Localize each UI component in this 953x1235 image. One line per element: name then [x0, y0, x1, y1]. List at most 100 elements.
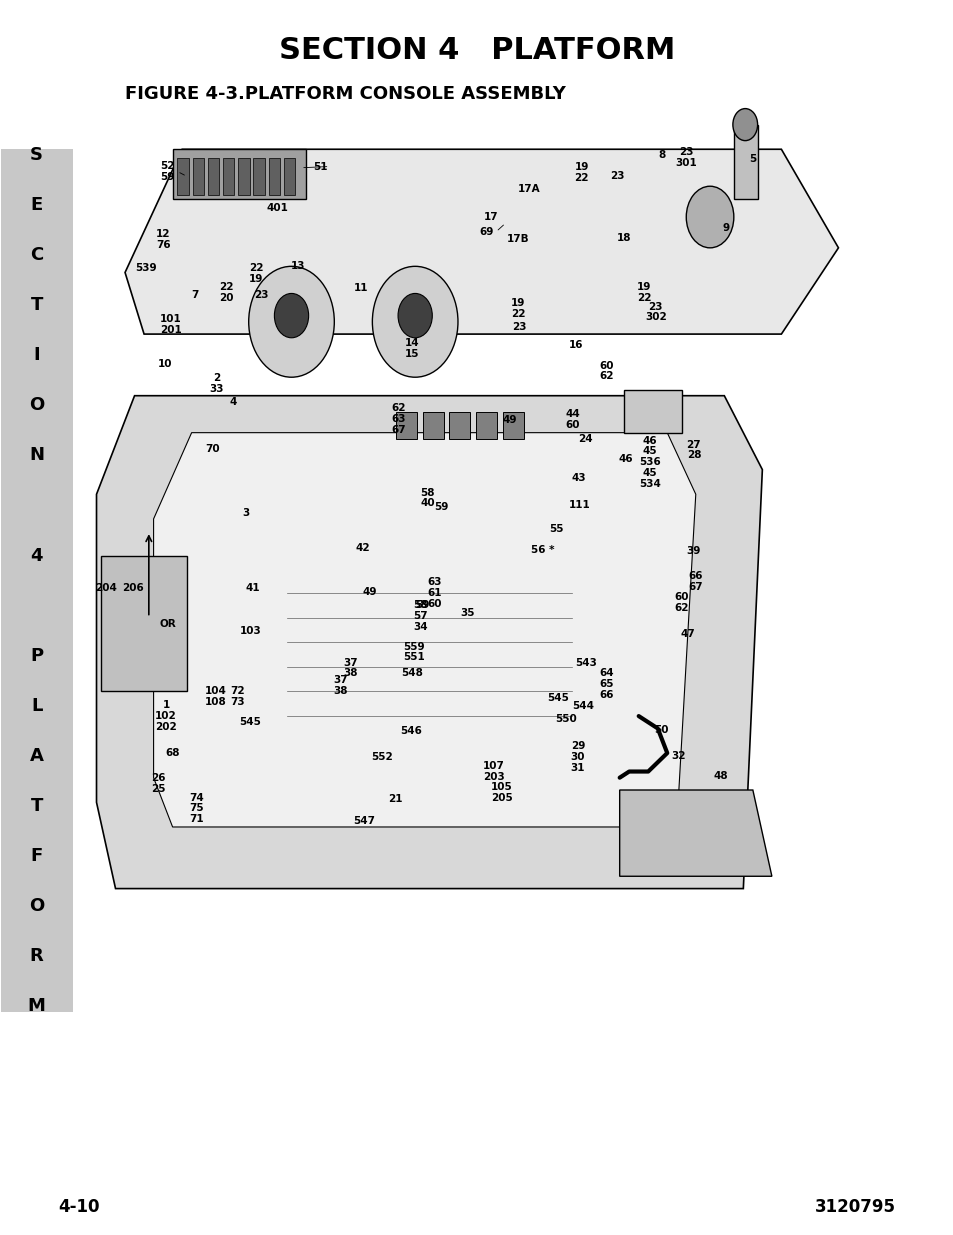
Text: 63
61
60: 63 61 60 — [427, 577, 441, 609]
Text: E: E — [30, 196, 43, 215]
Text: 8: 8 — [658, 151, 664, 161]
Text: 32: 32 — [671, 751, 685, 761]
Bar — [502, 411, 523, 438]
Text: 35: 35 — [459, 608, 475, 618]
Text: 18: 18 — [617, 233, 631, 243]
Text: 550: 550 — [555, 714, 577, 724]
Bar — [395, 411, 416, 438]
Text: 7: 7 — [191, 290, 198, 300]
Text: 19
22: 19 22 — [574, 162, 588, 183]
Text: 17: 17 — [483, 212, 498, 222]
Text: 58
40: 58 40 — [419, 488, 435, 509]
Text: 552: 552 — [371, 752, 393, 762]
Text: 5: 5 — [748, 154, 756, 164]
Text: 68: 68 — [165, 748, 180, 758]
Text: 23
301: 23 301 — [675, 147, 697, 168]
Text: 21: 21 — [388, 794, 402, 804]
Circle shape — [732, 109, 757, 141]
Text: 23: 23 — [512, 321, 526, 332]
Text: 4: 4 — [30, 547, 43, 564]
Text: SECTION 4   PLATFORM: SECTION 4 PLATFORM — [278, 36, 675, 65]
Text: 111: 111 — [568, 500, 590, 510]
Text: 19
22: 19 22 — [510, 298, 524, 319]
Text: 547: 547 — [353, 816, 375, 826]
Text: 55: 55 — [549, 524, 563, 534]
Text: 204: 204 — [95, 583, 117, 593]
Text: 56 *: 56 * — [530, 545, 554, 555]
Text: 206: 206 — [122, 583, 143, 593]
Text: 23: 23 — [253, 290, 268, 300]
Bar — [284, 158, 295, 195]
Text: 26
25: 26 25 — [151, 773, 166, 794]
Text: 60
62: 60 62 — [598, 361, 613, 382]
Text: 39: 39 — [686, 546, 700, 556]
Text: 23: 23 — [610, 172, 624, 182]
Text: 60
62: 60 62 — [674, 593, 688, 613]
Text: 22
19: 22 19 — [249, 263, 263, 284]
Text: 12
76: 12 76 — [155, 228, 171, 249]
Text: T: T — [30, 797, 43, 815]
Text: 27
28: 27 28 — [686, 440, 700, 461]
Text: S: S — [30, 147, 43, 164]
Text: 9: 9 — [722, 224, 729, 233]
Text: 3120795: 3120795 — [814, 1198, 895, 1215]
Text: 70: 70 — [205, 443, 219, 453]
Text: 59: 59 — [416, 600, 430, 610]
Text: 1
102
202: 1 102 202 — [155, 700, 176, 732]
Text: 47: 47 — [680, 629, 695, 638]
Text: P: P — [30, 647, 43, 664]
Text: FIGURE 4-3.PLATFORM CONSOLE ASSEMBLY: FIGURE 4-3.PLATFORM CONSOLE ASSEMBLY — [125, 85, 565, 103]
Text: 14
15: 14 15 — [405, 338, 419, 359]
Bar — [177, 158, 189, 195]
Text: 66
67: 66 67 — [688, 572, 702, 592]
Bar — [476, 411, 497, 438]
Bar — [733, 125, 757, 199]
Polygon shape — [153, 432, 695, 827]
Text: 43: 43 — [571, 473, 585, 483]
Text: T: T — [30, 296, 43, 315]
Text: C: C — [30, 247, 43, 264]
Circle shape — [397, 294, 432, 338]
Text: 11: 11 — [354, 284, 368, 294]
Polygon shape — [125, 149, 838, 335]
Text: 104
108: 104 108 — [204, 685, 226, 706]
Text: 64
65
66: 64 65 66 — [598, 668, 613, 700]
Text: 22
20: 22 20 — [218, 282, 233, 303]
Bar — [238, 158, 250, 195]
Text: N: N — [29, 447, 44, 464]
Text: 107
203: 107 203 — [482, 761, 504, 782]
Text: A: A — [30, 747, 44, 764]
Text: 46: 46 — [618, 453, 632, 463]
Bar — [1, 149, 72, 1011]
Polygon shape — [619, 790, 771, 877]
Text: I: I — [33, 347, 40, 364]
Circle shape — [274, 294, 309, 338]
Text: 545: 545 — [546, 693, 568, 703]
Text: 546: 546 — [400, 726, 422, 736]
Text: 548: 548 — [401, 668, 423, 678]
Text: 49: 49 — [501, 415, 517, 425]
Text: 13: 13 — [291, 262, 305, 272]
Text: 105
205: 105 205 — [491, 782, 512, 803]
Text: 52
59: 52 59 — [160, 161, 175, 182]
Text: 69: 69 — [478, 227, 494, 237]
Text: 19
22: 19 22 — [637, 282, 651, 303]
Text: 37
38: 37 38 — [343, 657, 357, 678]
Text: 42: 42 — [355, 543, 370, 553]
Text: 4: 4 — [230, 396, 237, 406]
Text: 23
302: 23 302 — [644, 301, 666, 322]
Text: 539: 539 — [135, 263, 156, 273]
Bar — [193, 158, 204, 195]
Text: 544: 544 — [572, 701, 594, 711]
Text: O: O — [29, 396, 44, 415]
Text: M: M — [28, 997, 46, 1015]
Bar — [624, 389, 680, 432]
Text: 401: 401 — [266, 204, 288, 214]
Text: 58
57
34: 58 57 34 — [414, 600, 428, 632]
Text: 103: 103 — [239, 626, 261, 636]
Text: R: R — [30, 947, 44, 965]
Circle shape — [249, 267, 334, 377]
Text: 50: 50 — [654, 725, 668, 735]
Text: O: O — [29, 897, 44, 915]
Bar — [422, 411, 443, 438]
